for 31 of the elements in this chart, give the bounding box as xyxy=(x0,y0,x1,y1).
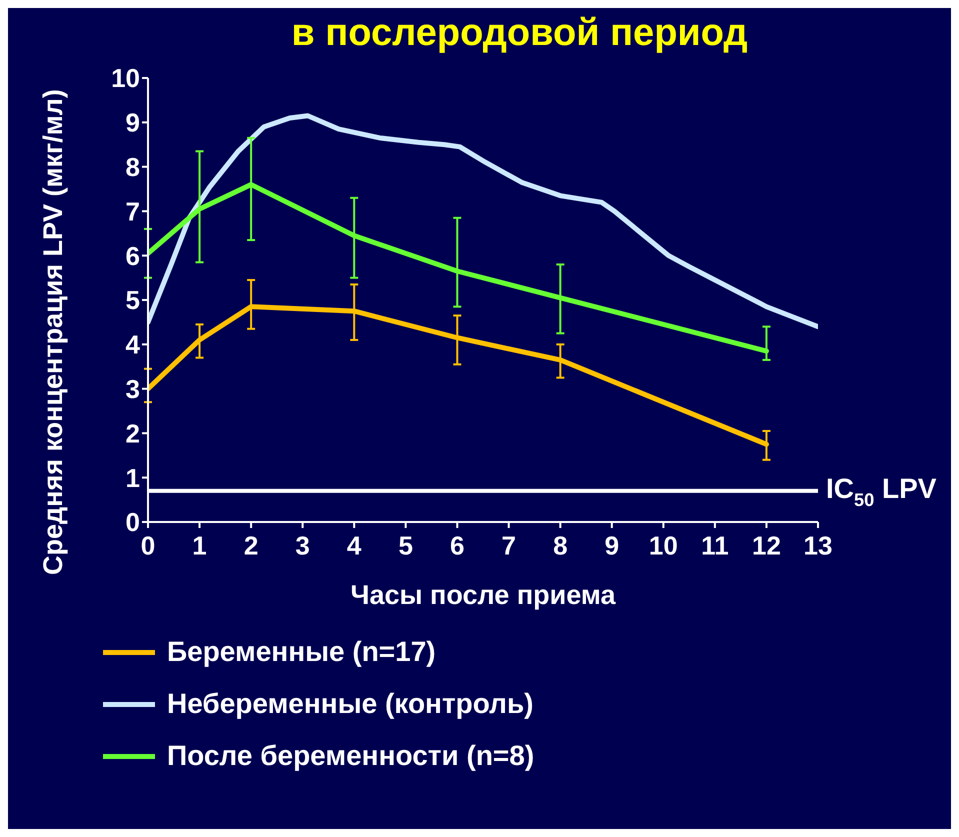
y-tick-label: 3 xyxy=(126,374,140,404)
x-tick-label: 10 xyxy=(648,530,678,560)
y-tick-label: 8 xyxy=(126,152,140,182)
y-tick-label: 2 xyxy=(126,418,140,448)
x-tick-label: 13 xyxy=(804,530,832,560)
x-tick-label: 1 xyxy=(192,530,207,560)
x-tick-label: 11 xyxy=(701,530,729,560)
x-tick-label: 9 xyxy=(604,530,620,560)
x-tick-label: 4 xyxy=(346,530,362,560)
x-tick-label: 6 xyxy=(450,530,464,560)
x-tick-label: 8 xyxy=(553,530,568,560)
y-tick-label: 4 xyxy=(126,330,141,360)
x-tick-label: 12 xyxy=(752,530,781,560)
y-tick-label: 0 xyxy=(126,507,140,538)
chart-title: в послеродовой период xyxy=(290,11,749,56)
y-tick-label: 1 xyxy=(126,462,140,493)
y-tick-label: 6 xyxy=(126,240,140,271)
x-tick-label: 5 xyxy=(398,530,413,560)
y-tick-label: 9 xyxy=(126,108,140,138)
legend-label: Беременные (n=17) xyxy=(167,636,436,668)
y-tick-label: 10 xyxy=(111,63,140,94)
ref-line-label: IC$_{50}$ LPV xyxy=(826,473,937,510)
legend-label: После беременности (n=8) xyxy=(167,740,534,772)
x-tick-label: 2 xyxy=(244,530,258,560)
x-tick-label: 7 xyxy=(502,530,516,560)
x-axis-title: Часы после приема xyxy=(350,580,616,610)
y-tick-label: 5 xyxy=(126,285,140,316)
legend-label: Небеременные (контроль) xyxy=(167,688,534,720)
y-axis-title: Средняя концентрация LPV (мкг/мл) xyxy=(37,88,69,577)
x-tick-label: 3 xyxy=(295,530,310,560)
y-tick-label: 7 xyxy=(126,196,140,226)
